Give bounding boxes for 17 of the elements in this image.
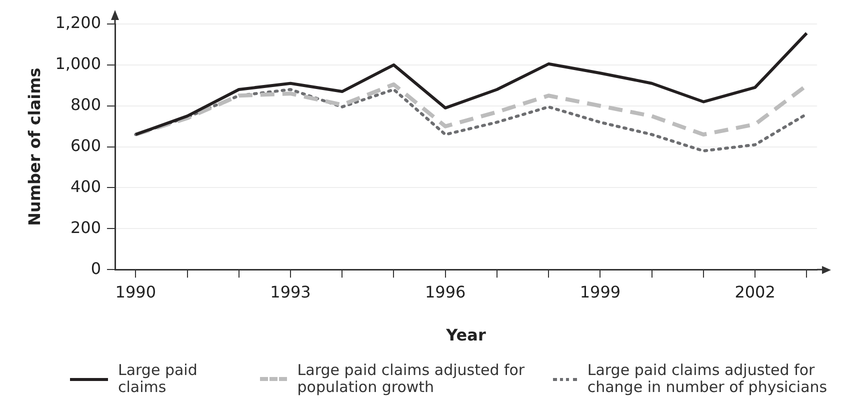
legend-label: Large paid claims <box>118 361 198 396</box>
y-tick-label: 0 <box>90 258 102 278</box>
y-tick-label: 1,200 <box>55 13 102 32</box>
x-tick-label: 1990 <box>115 282 156 302</box>
x-tick-label: 2002 <box>734 282 776 302</box>
y-tick-label: 400 <box>70 176 102 196</box>
y-axis-title: Number of claims <box>24 68 44 226</box>
y-tick-label: 800 <box>70 95 102 114</box>
legend-label: Large paid claims adjusted for change in number of physicians <box>587 361 828 396</box>
y-tick-label: 200 <box>70 218 102 237</box>
legend-label: Large paid claims adjusted for population growth <box>297 361 525 396</box>
x-tick-label: 1996 <box>424 282 466 302</box>
x-tick-label: 1993 <box>270 282 311 302</box>
y-tick-label: 600 <box>70 136 102 155</box>
y-tick-label: 1,000 <box>55 54 102 74</box>
x-axis-title: Year <box>445 326 486 345</box>
x-tick-label: 1999 <box>580 282 621 302</box>
